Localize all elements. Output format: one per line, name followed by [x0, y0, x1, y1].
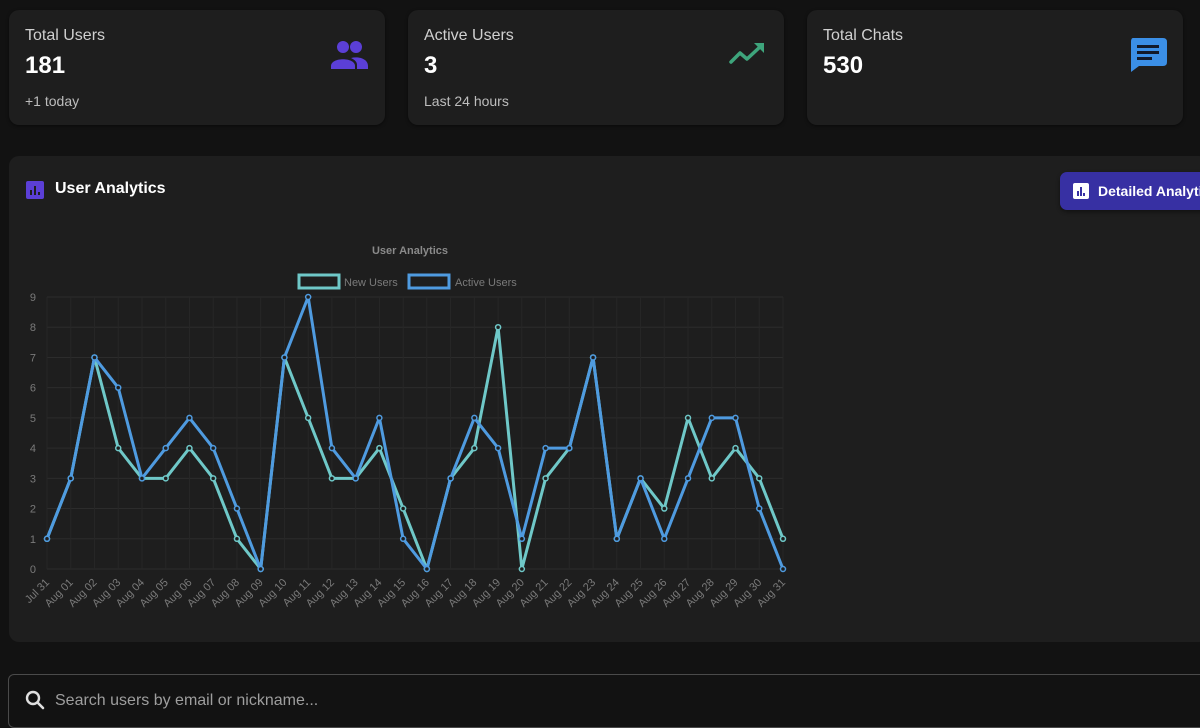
legend-label: Active Users — [455, 277, 517, 289]
y-tick-label: 6 — [30, 383, 36, 395]
stat-card-total-users: Total Users 181 +1 today — [9, 10, 385, 125]
data-point — [589, 354, 597, 361]
data-point — [423, 565, 431, 573]
data-point — [67, 475, 74, 482]
data-point — [756, 505, 763, 512]
data-point — [328, 475, 336, 482]
data-point — [91, 354, 98, 361]
y-tick-label: 0 — [30, 564, 36, 576]
stat-subtext: Last 24 hours — [424, 93, 509, 109]
user-analytics-chart: User Analytics New Users Active Users 0 1 2… — [23, 245, 788, 610]
stat-value: 3 — [424, 52, 438, 79]
chat-icon — [1131, 38, 1167, 72]
data-point — [661, 505, 668, 512]
stat-subtext: +1 today — [25, 93, 80, 109]
analytics-panel: User Analytics Detailed Analyti User Ana… — [9, 156, 1200, 642]
data-point — [684, 475, 692, 482]
trending-up-icon — [729, 43, 764, 64]
data-point — [209, 444, 217, 452]
detailed-analytics-label: Detailed Analyti — [1098, 183, 1200, 199]
data-point — [708, 475, 716, 482]
data-point — [613, 535, 621, 543]
analytics-title: User Analytics — [55, 180, 166, 197]
data-point — [281, 354, 288, 361]
data-point — [376, 444, 383, 452]
y-tick-label: 5 — [30, 413, 36, 425]
stat-card-active-users: Active Users 3 Last 24 hours — [408, 10, 784, 125]
data-point — [471, 444, 478, 452]
y-tick-label: 2 — [30, 504, 36, 516]
data-point — [542, 444, 549, 452]
y-tick-label: 9 — [30, 292, 36, 304]
data-point — [661, 535, 668, 543]
chart-title: User Analytics — [372, 245, 448, 257]
y-tick-label: 7 — [30, 352, 36, 364]
data-point — [399, 535, 407, 543]
y-tick-label: 3 — [30, 473, 36, 485]
legend-swatch — [297, 273, 341, 290]
bar-chart-icon — [26, 181, 44, 199]
chart-legend: New Users Active Users — [297, 273, 517, 290]
data-point — [542, 475, 549, 482]
bar-chart-icon — [1073, 183, 1089, 199]
data-point — [162, 444, 169, 452]
stat-value: 181 — [25, 52, 66, 79]
data-point — [304, 414, 312, 422]
y-tick-label: 4 — [30, 443, 36, 455]
data-point — [138, 475, 146, 482]
people-icon — [331, 41, 368, 69]
data-point — [637, 475, 644, 482]
data-point — [399, 505, 407, 512]
chart-series — [43, 293, 787, 573]
data-point — [114, 444, 122, 452]
data-point — [518, 535, 526, 543]
data-point — [233, 535, 241, 543]
data-point — [708, 414, 716, 422]
y-axis: 0 1 2 3 4 5 6 7 8 9 — [30, 292, 36, 576]
data-point — [352, 475, 359, 482]
data-point — [684, 414, 692, 422]
search-input[interactable] — [53, 687, 757, 715]
legend-label: New Users — [344, 277, 398, 289]
data-point — [328, 444, 336, 452]
data-point — [209, 475, 217, 482]
data-point — [732, 414, 739, 422]
stat-label: Total Users — [25, 27, 106, 44]
series-line-active-users — [45, 295, 785, 571]
data-point — [114, 384, 122, 391]
data-point — [756, 475, 763, 482]
data-point — [304, 293, 312, 301]
legend-swatch — [407, 273, 451, 290]
search-icon — [25, 690, 45, 710]
y-tick-label: 8 — [30, 322, 36, 334]
data-point — [162, 475, 169, 482]
data-point — [43, 535, 51, 543]
data-point — [494, 323, 502, 331]
stat-label: Total Chats — [823, 27, 904, 44]
stat-value: 530 — [823, 52, 864, 79]
stat-label: Active Users — [424, 27, 514, 44]
chart-grid — [46, 296, 784, 570]
series-line-new-users — [45, 325, 785, 571]
data-point — [518, 565, 526, 573]
stat-card-total-chats: Total Chats 530 — [807, 10, 1183, 125]
data-point — [186, 444, 193, 452]
detailed-analytics-button[interactable]: Detailed Analyti — [1060, 172, 1200, 210]
data-point — [779, 565, 787, 573]
data-point — [376, 414, 383, 422]
data-point — [186, 414, 193, 422]
data-point — [233, 505, 241, 512]
data-point — [257, 565, 264, 573]
data-point — [779, 535, 787, 543]
search-bar[interactable] — [8, 674, 1200, 728]
data-point — [471, 414, 478, 422]
y-tick-label: 1 — [30, 534, 36, 546]
data-point — [732, 444, 739, 452]
data-point — [494, 444, 502, 452]
data-point — [447, 475, 454, 482]
data-point — [566, 444, 573, 452]
